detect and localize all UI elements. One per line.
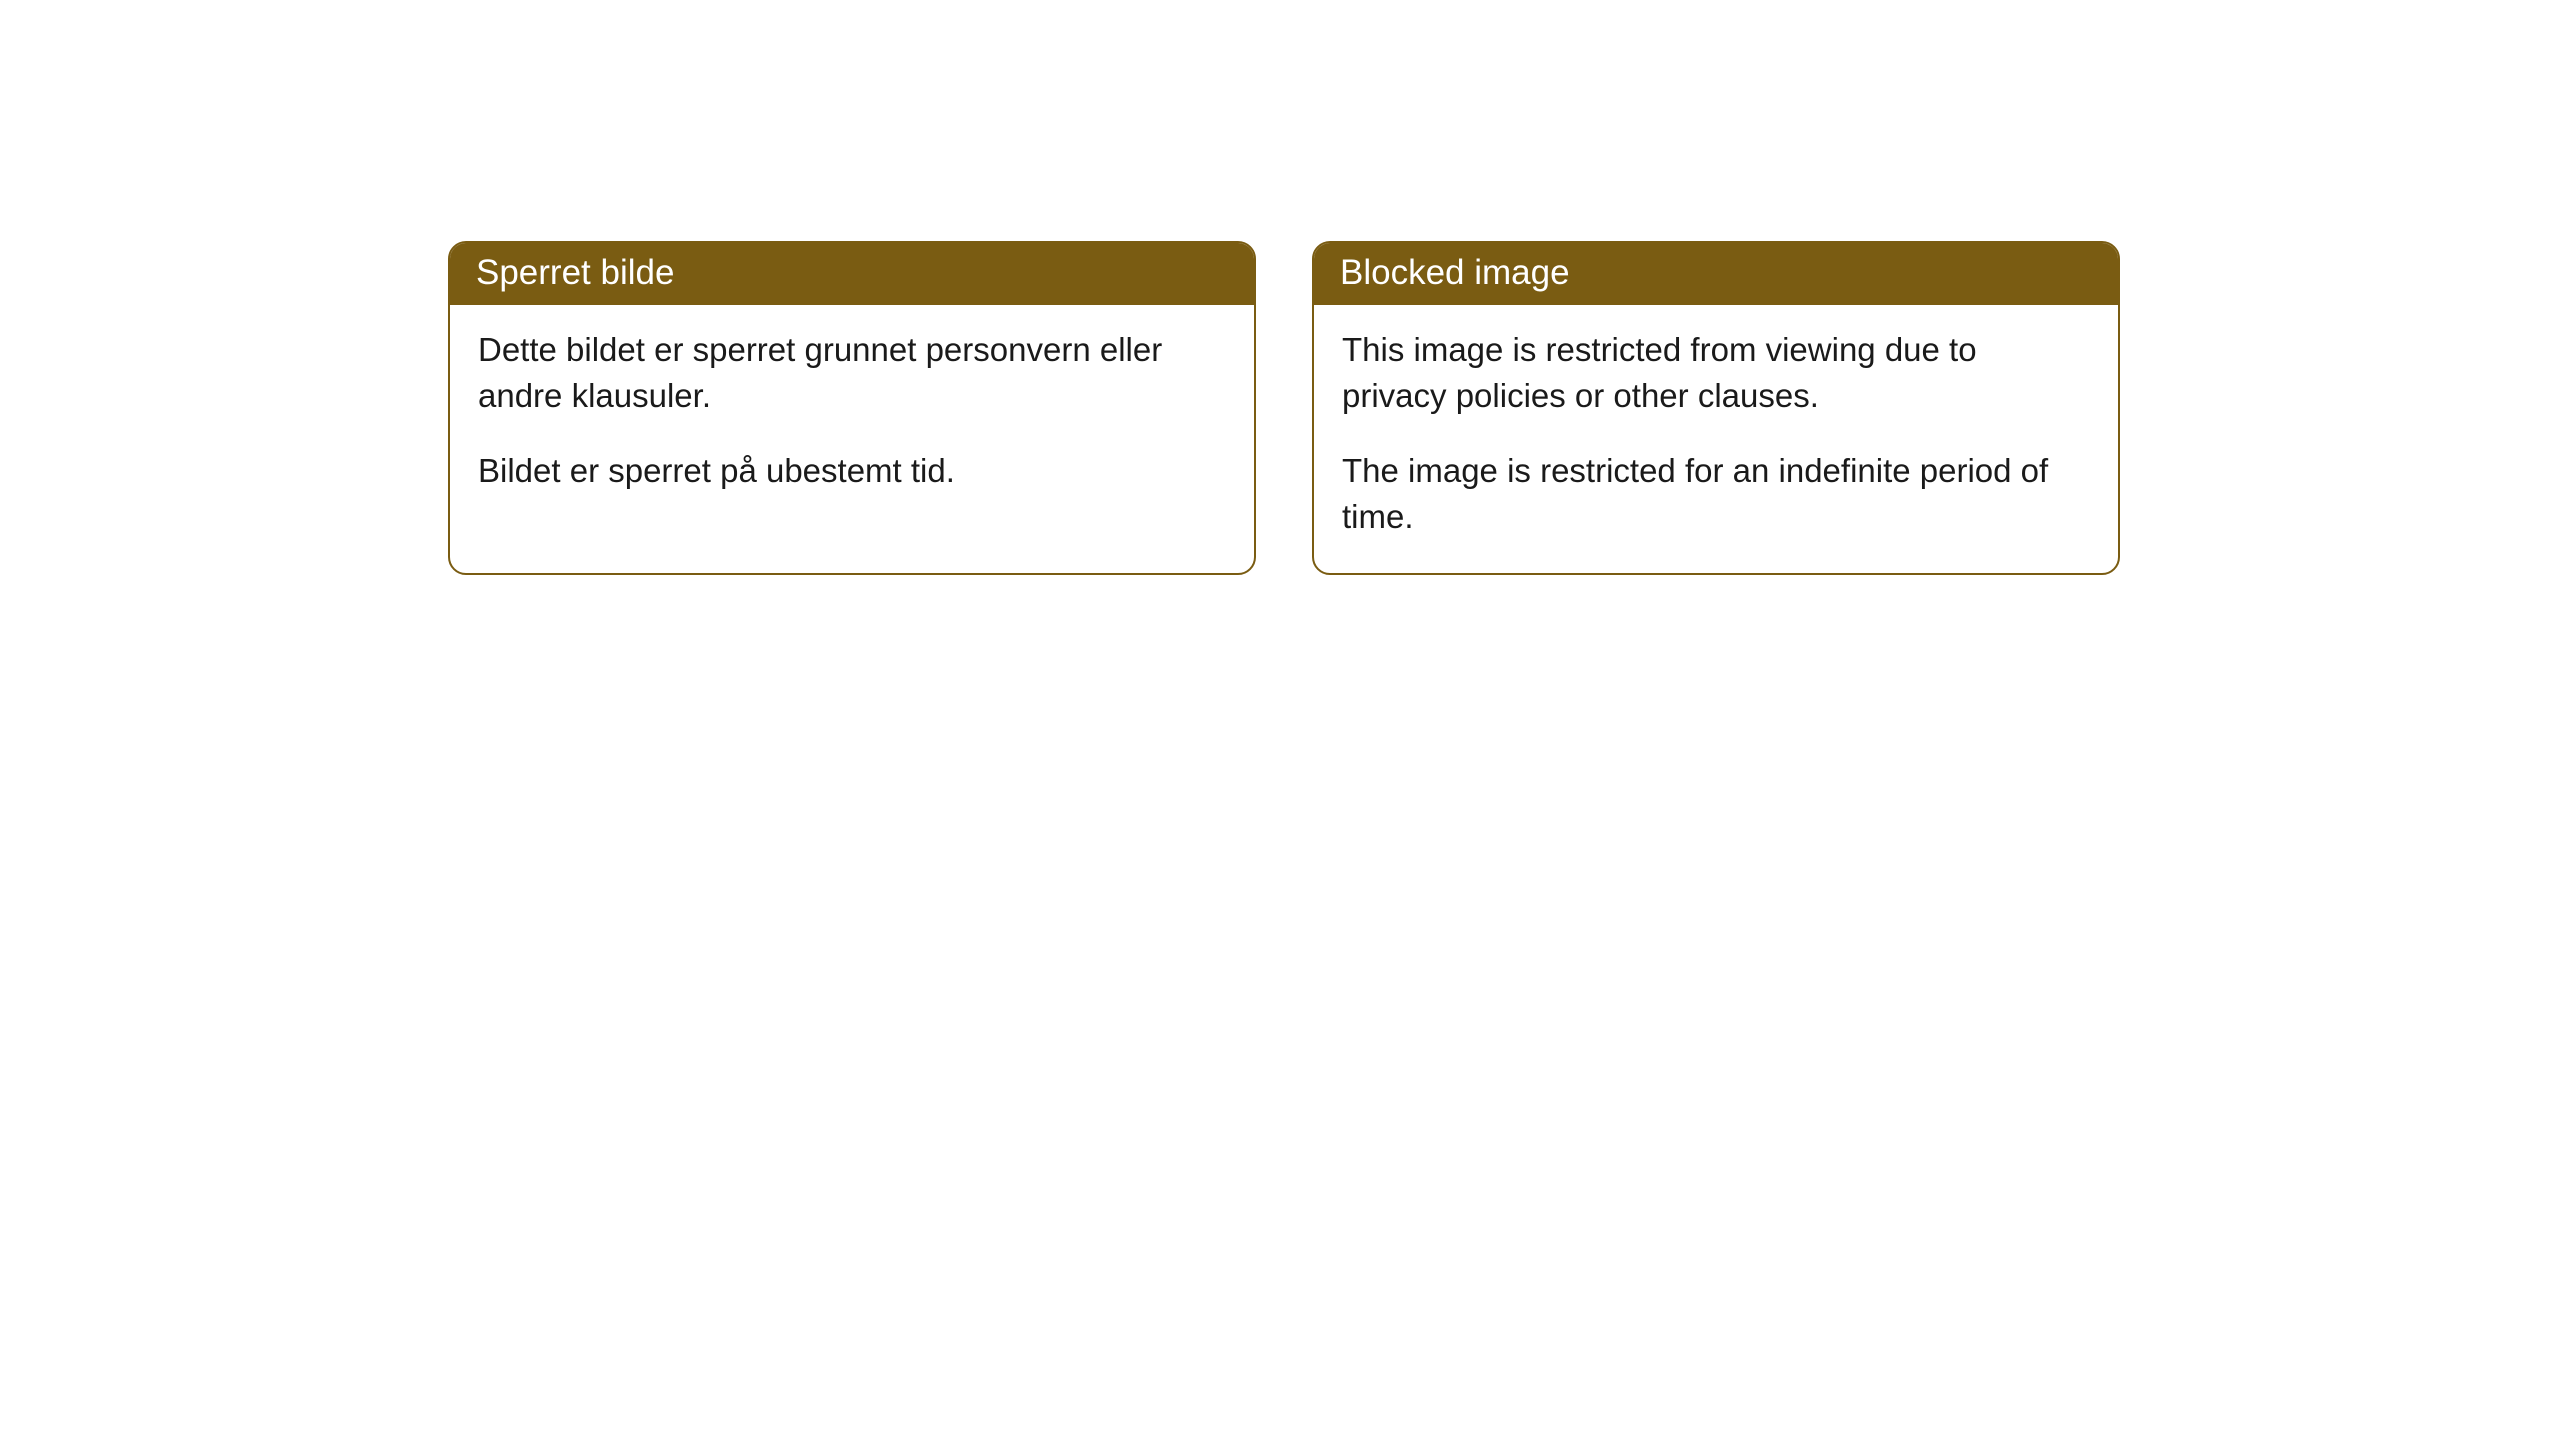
card-title: Blocked image — [1340, 253, 1570, 292]
blocked-image-card-no: Sperret bilde Dette bildet er sperret gr… — [448, 241, 1256, 575]
blocked-image-card-en: Blocked image This image is restricted f… — [1312, 241, 2120, 575]
card-paragraph: This image is restricted from viewing du… — [1342, 327, 2090, 418]
card-title: Sperret bilde — [476, 253, 674, 292]
card-paragraph: Bildet er sperret på ubestemt tid. — [478, 448, 1226, 494]
card-paragraph: The image is restricted for an indefinit… — [1342, 448, 2090, 539]
card-header: Blocked image — [1314, 243, 2118, 305]
card-header: Sperret bilde — [450, 243, 1254, 305]
card-paragraph: Dette bildet er sperret grunnet personve… — [478, 327, 1226, 418]
card-body: Dette bildet er sperret grunnet personve… — [450, 305, 1254, 528]
notice-cards-container: Sperret bilde Dette bildet er sperret gr… — [448, 241, 2120, 575]
card-body: This image is restricted from viewing du… — [1314, 305, 2118, 573]
